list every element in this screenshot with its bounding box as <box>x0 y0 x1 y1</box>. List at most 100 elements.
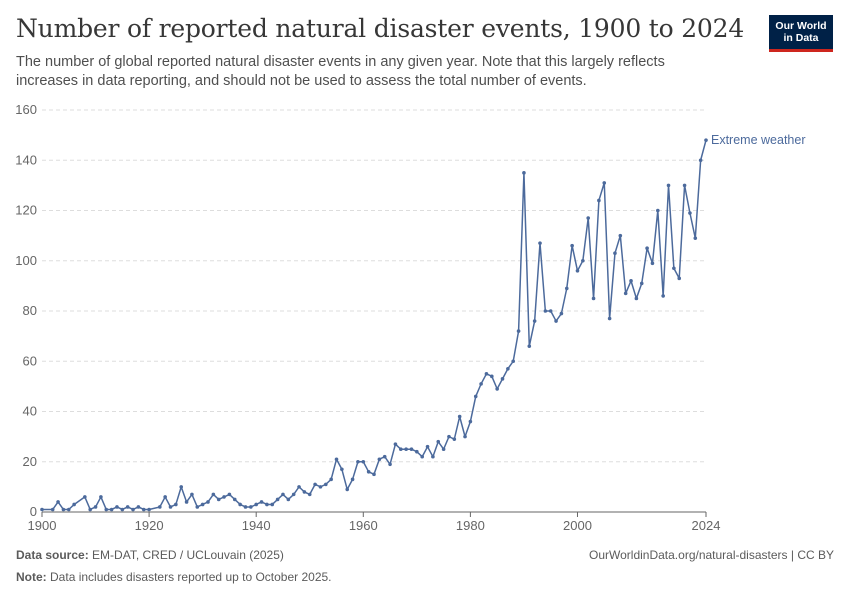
data-point <box>693 236 698 240</box>
data-point <box>115 505 119 509</box>
y-tick-label: 40 <box>23 404 37 419</box>
data-point <box>415 449 419 454</box>
data-point <box>388 462 392 467</box>
data-point <box>211 492 216 497</box>
data-point <box>463 434 467 439</box>
x-tick-label: 1940 <box>242 518 271 533</box>
data-point <box>495 387 499 391</box>
data-point <box>99 495 103 499</box>
y-tick-label: 160 <box>15 102 37 117</box>
y-tick-label: 20 <box>23 454 37 469</box>
data-point <box>125 505 130 509</box>
data-point <box>131 507 135 512</box>
data-point <box>613 251 617 256</box>
data-point <box>340 467 344 472</box>
data-point <box>570 243 574 248</box>
data-point <box>425 444 430 449</box>
data-point <box>56 500 60 504</box>
x-tick-label: 2024 <box>692 518 721 533</box>
data-point <box>398 447 403 451</box>
data-point <box>345 487 350 492</box>
series-label: Extreme weather <box>711 133 805 147</box>
data-point <box>511 359 516 364</box>
data-point <box>682 183 687 188</box>
data-point <box>634 296 639 301</box>
data-point <box>270 502 275 507</box>
data-point <box>382 454 387 459</box>
data-point <box>302 490 307 494</box>
data-point <box>104 507 109 512</box>
data-point <box>581 258 585 263</box>
data-point <box>275 497 280 502</box>
data-point <box>232 497 237 502</box>
data-point <box>366 470 371 474</box>
data-point <box>297 485 301 489</box>
x-tick-label: 1900 <box>28 518 57 533</box>
data-point <box>602 181 607 185</box>
data-point <box>479 382 483 386</box>
data-point <box>618 233 623 238</box>
data-point <box>704 138 708 142</box>
data-point <box>468 419 473 424</box>
data-point <box>607 316 612 321</box>
data-point <box>190 492 194 497</box>
data-point <box>307 492 312 497</box>
data-point <box>324 482 328 487</box>
data-point <box>559 311 564 316</box>
data-point <box>548 309 553 313</box>
data-point <box>404 447 408 451</box>
data-point <box>639 281 644 286</box>
data-point <box>238 502 242 507</box>
data-point <box>265 502 269 507</box>
data-point <box>318 485 323 489</box>
data-point <box>554 319 558 323</box>
data-point <box>516 329 521 333</box>
data-point <box>650 261 655 266</box>
note-label: Note: <box>16 570 47 584</box>
data-point <box>688 211 692 215</box>
series-layer <box>40 138 708 512</box>
y-axis-ticks: 0 20 40 60 80 100 120 140 160 <box>15 102 37 519</box>
logo-line-2: in Data <box>783 32 819 44</box>
data-point <box>522 171 526 175</box>
owid-logo[interactable]: Our World in Data <box>769 15 833 52</box>
data-point <box>200 502 205 507</box>
data-point <box>259 500 264 504</box>
data-point <box>163 495 167 499</box>
data-point <box>361 459 366 464</box>
data-point <box>243 505 248 509</box>
x-axis: 1900 1920 1940 1960 1980 2000 2024 <box>28 511 721 533</box>
data-point <box>409 447 414 451</box>
data-point <box>672 266 676 271</box>
credit-link[interactable]: OurWorldinData.org/natural-disasters | C… <box>589 548 834 562</box>
series-labels: Extreme weather <box>711 133 805 147</box>
y-tick-label: 120 <box>15 203 37 218</box>
chart-title: Number of reported natural disaster even… <box>16 14 745 43</box>
data-point <box>350 477 355 482</box>
data-point <box>147 507 151 512</box>
data-point <box>179 485 184 489</box>
data-point <box>447 434 451 439</box>
y-tick-label: 140 <box>15 152 37 167</box>
data-point <box>356 459 360 464</box>
data-point <box>313 482 317 487</box>
data-point <box>656 208 660 213</box>
data-point <box>216 497 221 502</box>
data-point <box>120 507 125 512</box>
data-point <box>698 158 703 163</box>
data-point <box>506 366 510 371</box>
data-point <box>291 492 296 497</box>
data-point <box>629 279 633 283</box>
chart-subtitle: The number of global reported natural di… <box>16 54 665 89</box>
data-source: Data source: EM-DAT, CRED / UCLouvain (2… <box>16 548 284 562</box>
data-point <box>206 500 210 504</box>
data-point <box>109 507 114 512</box>
data-point <box>329 477 333 482</box>
y-tick-label: 0 <box>30 504 37 519</box>
data-point <box>40 507 44 512</box>
data-point <box>136 505 141 509</box>
data-point <box>254 502 258 507</box>
data-point <box>66 507 71 512</box>
data-point <box>88 507 92 512</box>
